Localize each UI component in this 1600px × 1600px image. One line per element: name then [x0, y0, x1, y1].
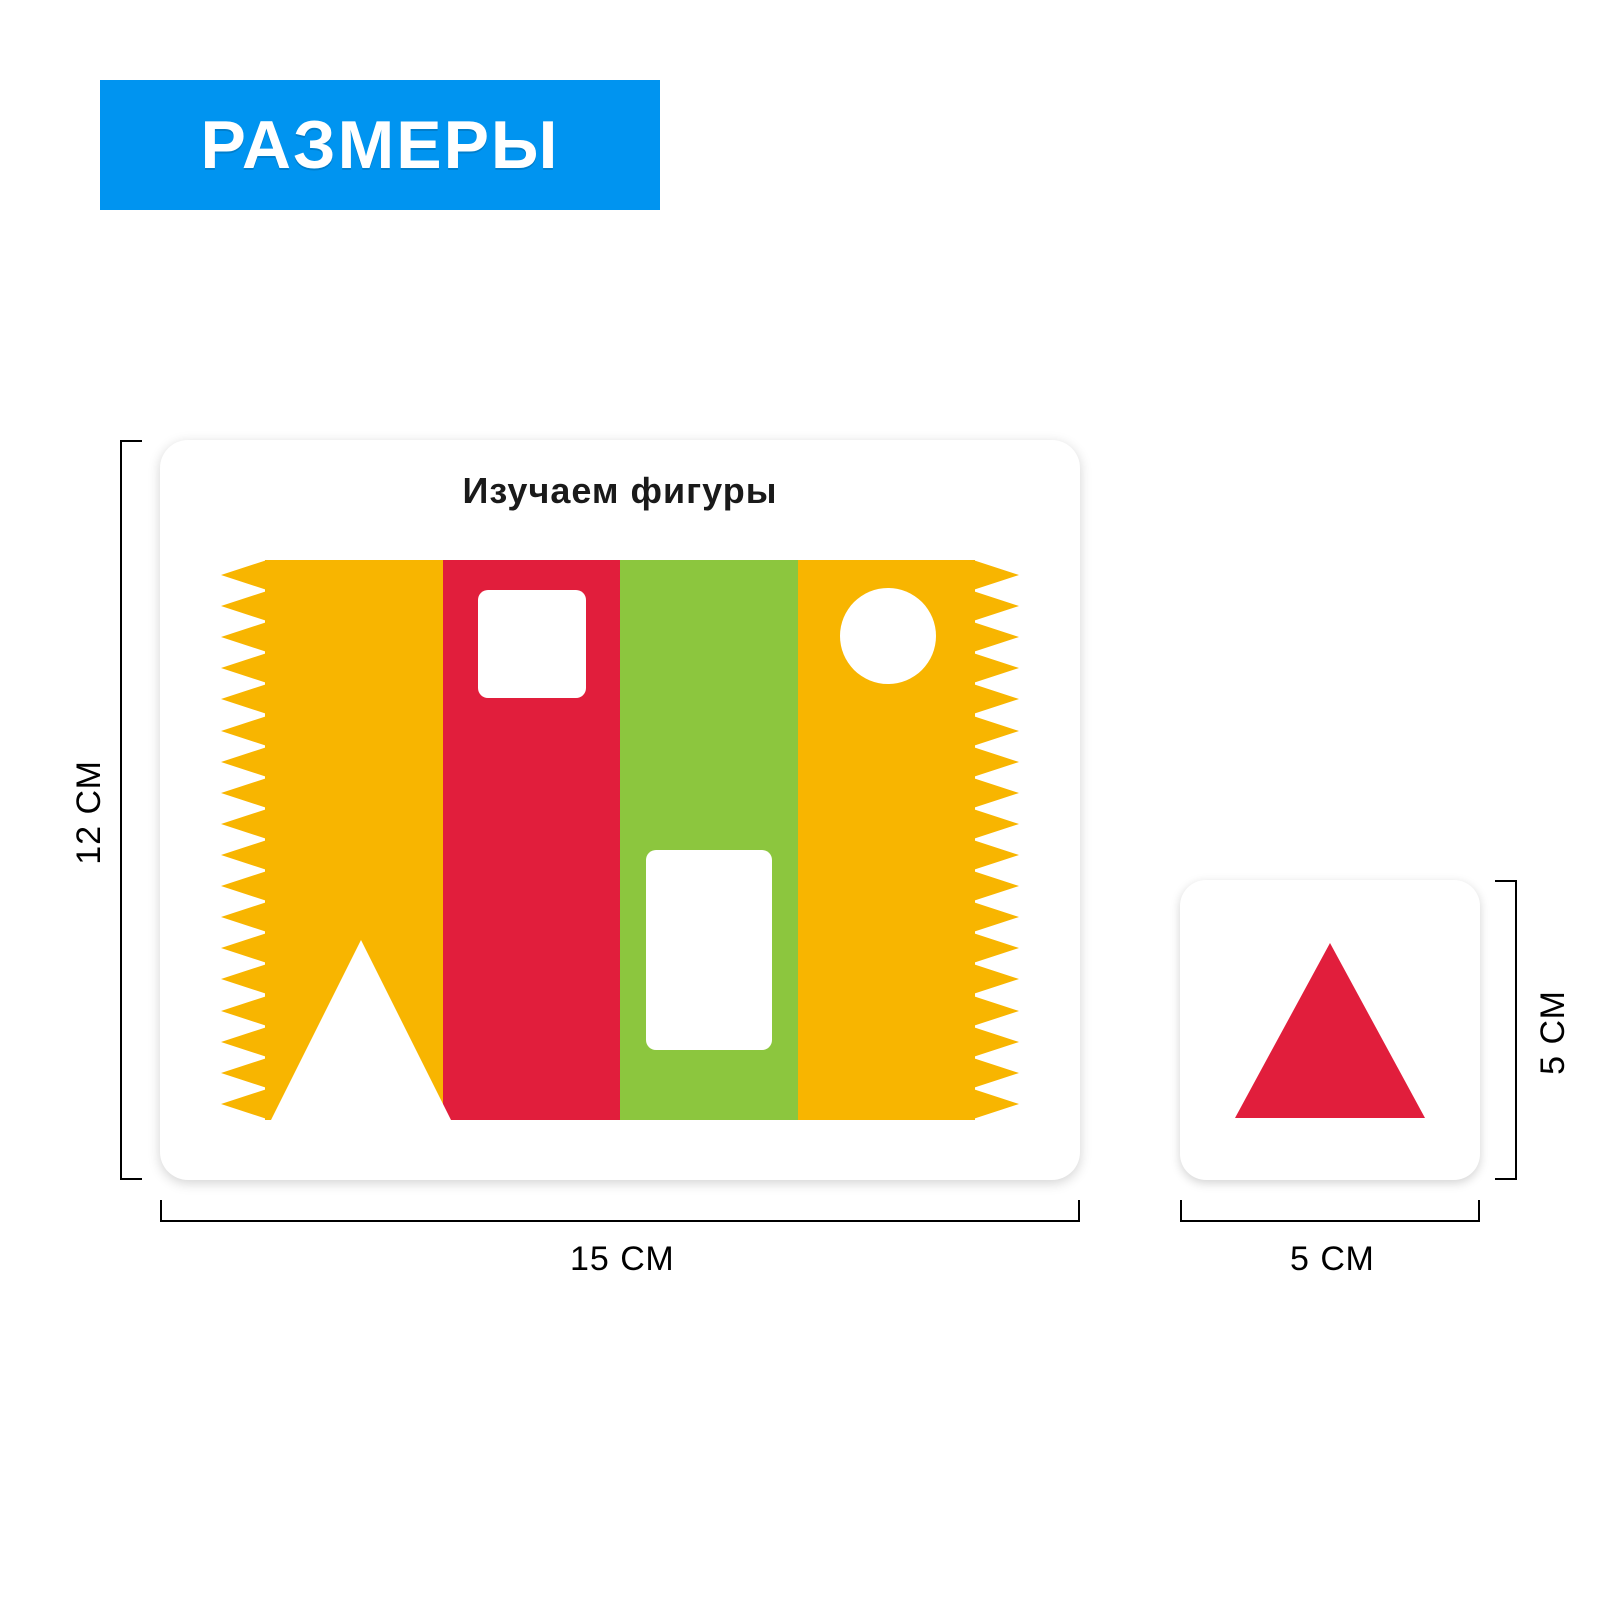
rug-tassel — [221, 964, 267, 994]
large-card-title: Изучаем фигуры — [160, 470, 1080, 512]
rug-fringe-right — [973, 560, 1023, 1120]
rug-tassel — [973, 1089, 1019, 1119]
rug-tassel — [973, 591, 1019, 621]
rug-tassel — [973, 560, 1019, 590]
small-height-tick-top — [1495, 880, 1517, 882]
rug-tassel — [221, 560, 267, 590]
cutout-square — [478, 590, 586, 698]
rug-tassel — [221, 653, 267, 683]
rug-tassel — [221, 996, 267, 1026]
cutout-rectangle — [646, 850, 772, 1050]
large-height-tick-bot — [120, 1178, 142, 1180]
rug-tassel — [221, 902, 267, 932]
large-width-tick-l — [160, 1200, 162, 1222]
small-height-label: 5 СМ — [1534, 990, 1573, 1075]
rug-tassel — [973, 933, 1019, 963]
large-width-line — [160, 1220, 1080, 1222]
rug-graphic — [265, 560, 975, 1120]
rug-tassel — [973, 1027, 1019, 1057]
rug-tassel — [221, 809, 267, 839]
rug-tassel — [221, 1058, 267, 1088]
small-triangle-shape — [1235, 943, 1425, 1118]
rug-tassel — [973, 996, 1019, 1026]
small-width-tick-l — [1180, 1200, 1182, 1222]
rug-tassel — [221, 747, 267, 777]
large-height-tick-top — [120, 440, 142, 442]
rug-tassel — [973, 871, 1019, 901]
rug-tassel — [973, 809, 1019, 839]
rug-tassel — [221, 933, 267, 963]
large-width-label: 15 СМ — [570, 1240, 675, 1279]
rug-tassel — [221, 622, 267, 652]
rug-tassel — [973, 902, 1019, 932]
cutout-triangle — [271, 940, 451, 1120]
large-height-label: 12 СМ — [70, 760, 109, 865]
rug-tassel — [221, 684, 267, 714]
rug-tassel — [973, 653, 1019, 683]
rug-tassel — [221, 591, 267, 621]
rug-tassel — [973, 964, 1019, 994]
cutout-circle — [840, 588, 936, 684]
rug-tassel — [221, 778, 267, 808]
small-height-tick-bot — [1495, 1178, 1517, 1180]
title-banner: РАЗМЕРЫ — [100, 80, 660, 210]
rug-tassel — [221, 1027, 267, 1057]
small-width-label: 5 СМ — [1290, 1240, 1375, 1279]
small-card — [1180, 880, 1480, 1180]
large-card: Изучаем фигуры — [160, 440, 1080, 1180]
infographic-canvas: РАЗМЕРЫ Изучаем фигуры 12 СМ — [0, 0, 1600, 1600]
rug-tassel — [973, 622, 1019, 652]
small-width-tick-r — [1478, 1200, 1480, 1222]
rug-tassel — [973, 840, 1019, 870]
rug-tassel — [221, 716, 267, 746]
rug-tassel — [973, 747, 1019, 777]
rug-tassel — [973, 1058, 1019, 1088]
rug-tassel — [221, 871, 267, 901]
large-height-line — [120, 440, 122, 1180]
small-width-line — [1180, 1220, 1480, 1222]
rug-tassel — [973, 684, 1019, 714]
rug-tassel — [221, 840, 267, 870]
rug-tassel — [973, 716, 1019, 746]
title-text: РАЗМЕРЫ — [200, 106, 559, 184]
small-height-line — [1515, 880, 1517, 1180]
large-width-tick-r — [1078, 1200, 1080, 1222]
rug-fringe-left — [217, 560, 267, 1120]
rug-tassel — [221, 1089, 267, 1119]
rug-tassel — [973, 778, 1019, 808]
